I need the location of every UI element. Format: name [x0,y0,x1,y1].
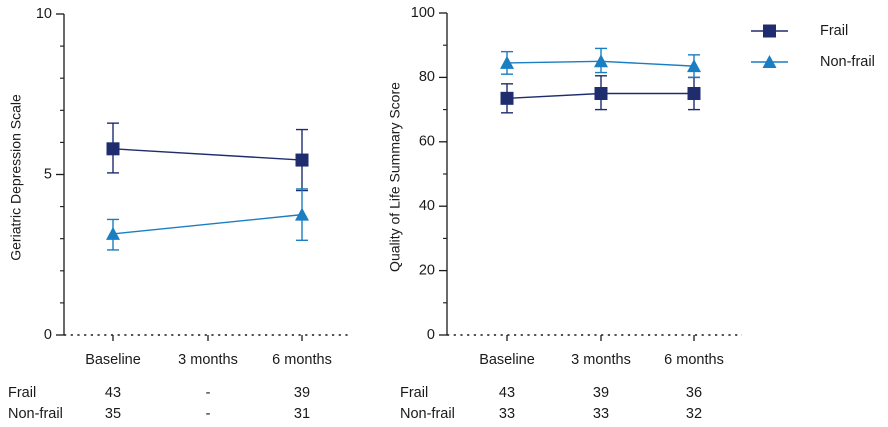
n-table-value: 43 [499,385,515,401]
n-table-value: 35 [105,406,121,422]
legend-marker-triangle [762,55,777,68]
y-tick-label: 80 [419,69,435,85]
x-tick-label: 6 months [664,352,724,368]
x-tick-label: Baseline [85,352,141,368]
n-table-row-label: Non-frail [8,406,63,422]
chart-panel-quality-of-life: 0 20 40 60 80 100 Baseline 3 months 6 months Qual… [387,5,742,422]
data-point-frail [594,87,608,100]
series-line-frail [112,148,303,161]
n-table-value: 43 [105,385,121,401]
y-tick-label: 5 [44,166,52,182]
data-point-non-frail [106,226,120,240]
data-point-non-frail [295,207,309,221]
data-point-frail [687,87,701,100]
data-point-frail [500,91,514,105]
x-tick-label: 6 months [272,352,332,368]
chart-panel-depression: 0 5 10 Baseline 3 months 6 months Geriatric De… [8,6,350,422]
n-table-row-label: Non-frail [400,406,455,422]
y-tick-label: 40 [419,198,435,214]
data-point-frail [106,142,120,156]
y-tick-label: 100 [411,5,435,21]
data-point-non-frail [687,59,701,73]
n-table-row-label: Frail [8,385,36,401]
y-tick-label: 0 [44,327,52,343]
n-table-value: 39 [593,385,609,401]
n-table-value: 32 [686,406,702,422]
x-tick-label: 3 months [178,352,238,368]
y-tick-label: 60 [419,134,435,150]
n-table-value: - [206,385,211,401]
n-table-value: 39 [294,385,310,401]
series-line-non-frail [112,213,303,235]
data-point-non-frail [500,55,514,69]
y-axis-label: Geriatric Depression Scale [8,94,24,261]
n-table-row-label: Frail [400,385,428,401]
y-tick-label: 20 [419,262,435,278]
legend-marker-square [763,24,776,38]
y-tick-label: 10 [36,6,52,22]
n-table-value: 36 [686,385,702,401]
x-tick-label: 3 months [571,352,631,368]
data-point-frail [295,153,309,167]
legend: Frail Non-frail [751,23,875,70]
n-table-value: 31 [294,406,310,422]
legend-label: Non-frail [820,54,875,70]
n-table-value: 33 [499,406,515,422]
n-table-value: 33 [593,406,609,422]
y-axis-label: Quality of Life Summary Score [387,82,403,272]
y-tick-label: 0 [427,327,435,343]
n-table-value: - [206,406,211,422]
legend-label: Frail [820,23,848,39]
x-tick-label: Baseline [479,352,535,368]
data-point-non-frail [594,54,608,68]
